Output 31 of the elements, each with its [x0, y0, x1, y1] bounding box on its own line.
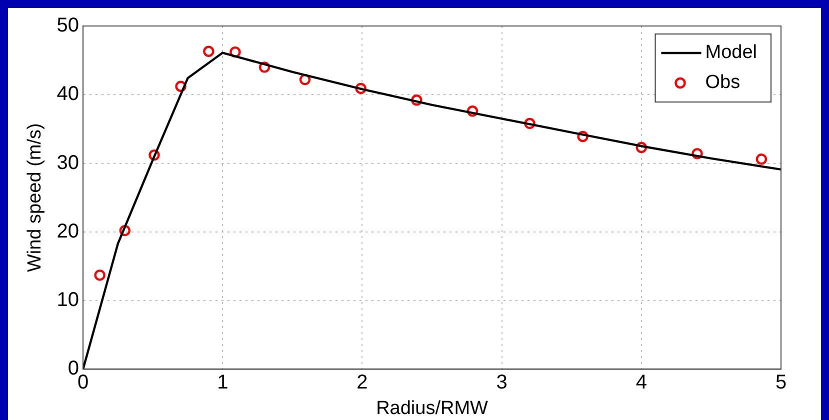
point	[756, 154, 768, 165]
y-tick-label: 40	[56, 83, 80, 106]
point	[94, 270, 106, 281]
point	[355, 82, 366, 94]
point	[299, 74, 311, 86]
point	[466, 106, 478, 117]
legend-label: Obs	[705, 72, 740, 94]
point	[524, 118, 536, 130]
y-tick-label: 10	[56, 289, 80, 312]
y-tick-label: 50	[56, 14, 80, 37]
point	[148, 149, 160, 161]
point	[203, 46, 214, 57]
point	[692, 148, 703, 160]
point	[175, 80, 186, 92]
x-axis-title: Radius/RMW	[376, 398, 488, 419]
x-tick-label: 1	[217, 372, 228, 394]
point	[636, 142, 648, 154]
x-tick-label: 4	[636, 372, 647, 394]
legend-label: Model	[705, 42, 757, 64]
point	[258, 62, 270, 73]
point	[230, 46, 241, 58]
x-tick-label: 3	[496, 372, 508, 394]
x-tick-label: 2	[356, 372, 368, 394]
point	[119, 224, 131, 236]
point	[577, 130, 588, 142]
y-axis-title: Wind speed (m/s)	[24, 123, 46, 272]
y-tick-label: 20	[56, 220, 80, 242]
point	[411, 94, 422, 106]
x-tick-label: 5	[775, 372, 787, 394]
y-tick-label: 30	[56, 152, 80, 174]
y-tick-label: 0	[68, 358, 80, 380]
